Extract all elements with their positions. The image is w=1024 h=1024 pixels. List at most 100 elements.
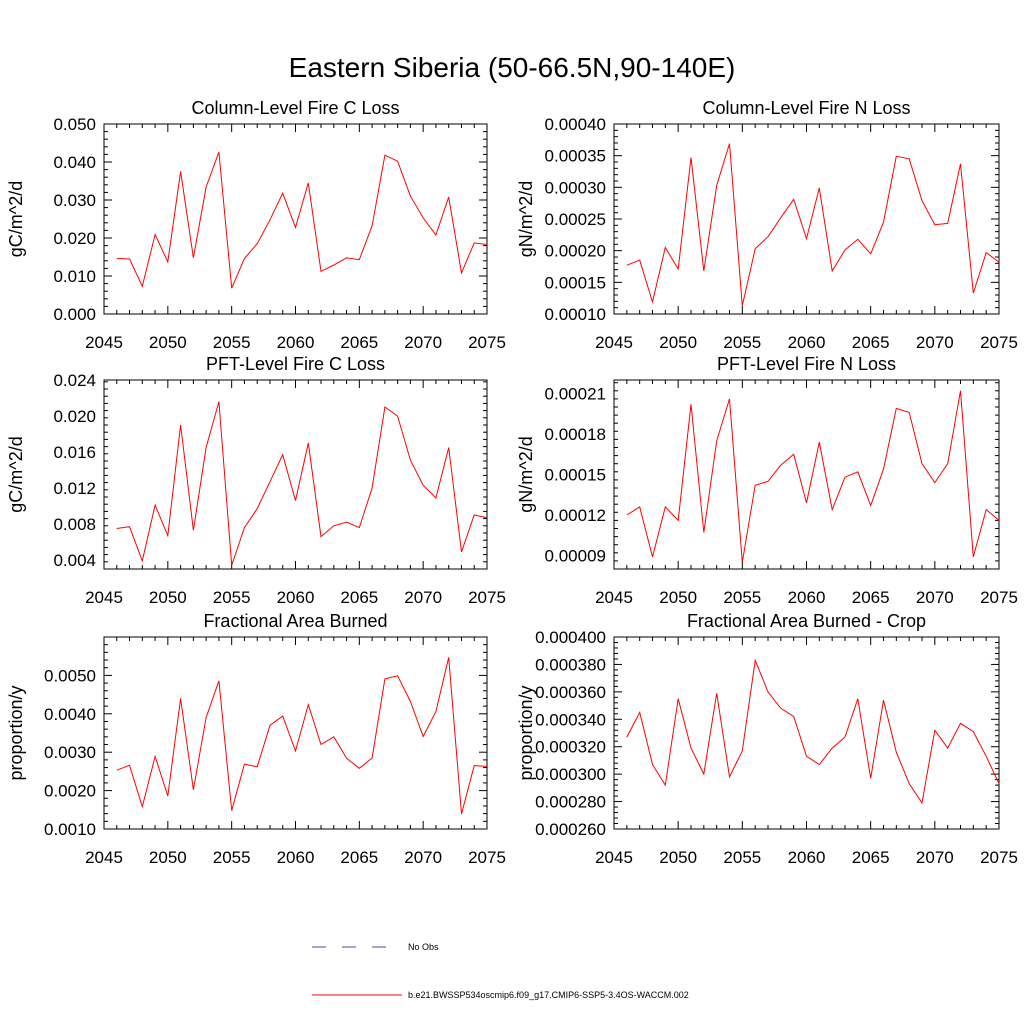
panel-title: Column-Level Fire N Loss [702,98,910,118]
series-line [626,658,1000,805]
y-tick-label: 0.00021 [545,385,606,404]
y-axis-label: gC/m^2/d [6,436,26,512]
y-tick-label: 0.008 [53,515,96,534]
y-tick-label: 0.016 [53,443,96,462]
x-tick-label: 2070 [404,333,442,352]
legend-label-no-obs: No Obs [408,942,439,952]
panel-title: Column-Level Fire C Loss [191,98,399,118]
x-tick-label: 2055 [213,588,251,607]
y-tick-label: 0.012 [53,479,96,498]
y-tick-label: 0.00012 [545,506,606,525]
series-line [626,390,1000,563]
x-tick-label: 2045 [595,588,633,607]
y-axis-label: proportion/y [6,685,26,780]
x-tick-label: 2055 [723,848,761,867]
y-axis-label: gC/m^2/d [6,181,26,257]
y-tick-label: 0.00018 [545,425,606,444]
panel-title: Fractional Area Burned - Crop [687,611,926,631]
plot-frame [613,636,1000,830]
x-tick-label: 2060 [277,333,315,352]
x-tick-label: 2055 [213,848,251,867]
y-tick-label: 0.00020 [545,242,606,261]
legend: No Obs b.e21.BWSSP534oscmip6.f09_g17.CMI… [312,942,689,1000]
y-tick-label: 0.000260 [535,820,606,839]
y-tick-label: 0.050 [53,115,96,134]
x-tick-label: 2065 [852,588,890,607]
x-tick-label: 2070 [404,848,442,867]
panel-title: PFT-Level Fire N Loss [717,354,896,374]
plot-frame [613,379,1000,570]
series-line [116,401,488,566]
chart-panel-3: 2045 2050 2055 2060 2065 2070 2075 0.004 0.008 0.… [6,354,506,607]
series-line [116,657,488,815]
series-line [626,143,1000,306]
y-tick-label: 0.010 [53,267,96,286]
x-tick-label: 2065 [852,848,890,867]
y-tick-label: 0.000320 [535,738,606,757]
x-tick-label: 2045 [85,333,123,352]
y-tick-label: 0.024 [53,371,96,390]
chart-panel-2: 2045 2050 2055 2060 2065 2070 2075 0.00010 0.000… [516,98,1018,352]
x-tick-label: 2050 [659,848,697,867]
x-tick-label: 2045 [85,848,123,867]
y-tick-label: 0.004 [53,551,96,570]
y-tick-label: 0.030 [53,191,96,210]
x-tick-label: 2050 [149,588,187,607]
x-tick-label: 2050 [659,588,697,607]
y-tick-label: 0.0030 [44,743,96,762]
y-tick-label: 0.000340 [535,710,606,729]
x-tick-label: 2070 [916,848,954,867]
y-tick-label: 0.000380 [535,655,606,674]
panel-title: Fractional Area Burned [203,611,387,631]
x-tick-label: 2065 [340,333,378,352]
x-tick-label: 2065 [852,333,890,352]
x-tick-label: 2070 [916,333,954,352]
x-tick-label: 2050 [149,848,187,867]
x-tick-label: 2060 [788,588,826,607]
x-tick-label: 2070 [404,588,442,607]
y-tick-label: 0.00025 [545,210,606,229]
x-tick-label: 2045 [595,848,633,867]
y-tick-label: 0.00015 [545,273,606,292]
y-axis-label: proportion/y [516,685,536,780]
y-tick-label: 0.000400 [535,628,606,647]
legend-label-model-run: b.e21.BWSSP534oscmip6.f09_g17.CMIP6-SSP5… [408,990,689,1000]
y-tick-label: 0.0020 [44,782,96,801]
y-tick-label: 0.020 [53,229,96,248]
plot-frame [103,379,488,570]
x-tick-label: 2075 [468,588,506,607]
x-tick-label: 2075 [468,848,506,867]
x-tick-label: 2055 [213,333,251,352]
y-axis-label: gN/m^2/d [516,436,536,512]
x-tick-label: 2050 [659,333,697,352]
x-tick-label: 2045 [595,333,633,352]
y-tick-label: 0.00015 [545,466,606,485]
plot-frame [613,123,1000,315]
x-tick-label: 2055 [723,333,761,352]
x-tick-label: 2050 [149,333,187,352]
x-tick-label: 2075 [980,848,1018,867]
x-tick-label: 2060 [788,333,826,352]
y-tick-label: 0.00035 [545,147,606,166]
y-axis-label: gN/m^2/d [516,181,536,257]
plot-frame [103,123,488,315]
x-tick-label: 2065 [340,588,378,607]
y-tick-label: 0.00040 [545,115,606,134]
y-tick-label: 0.040 [53,153,96,172]
y-tick-label: 0.000300 [535,765,606,784]
x-tick-label: 2060 [788,848,826,867]
y-tick-label: 0.000 [53,305,96,324]
x-tick-label: 2045 [85,588,123,607]
chart-panel-1: 2045 2050 2055 2060 2065 2070 2075 0.000 0.010 0.… [6,98,506,352]
figure-title: Eastern Siberia (50-66.5N,90-140E) [289,52,736,83]
panels-container: 2045 2050 2055 2060 2065 2070 2075 0.000 0.010 0.… [6,98,1018,867]
x-tick-label: 2075 [980,588,1018,607]
y-tick-label: 0.000280 [535,793,606,812]
chart-panel-5: 2045 2050 2055 2060 2065 2070 2075 0.0010 0.0020… [6,611,506,867]
y-tick-label: 0.0010 [44,820,96,839]
x-tick-label: 2070 [916,588,954,607]
x-tick-label: 2060 [277,588,315,607]
plot-frame [103,636,488,830]
x-tick-label: 2065 [340,848,378,867]
